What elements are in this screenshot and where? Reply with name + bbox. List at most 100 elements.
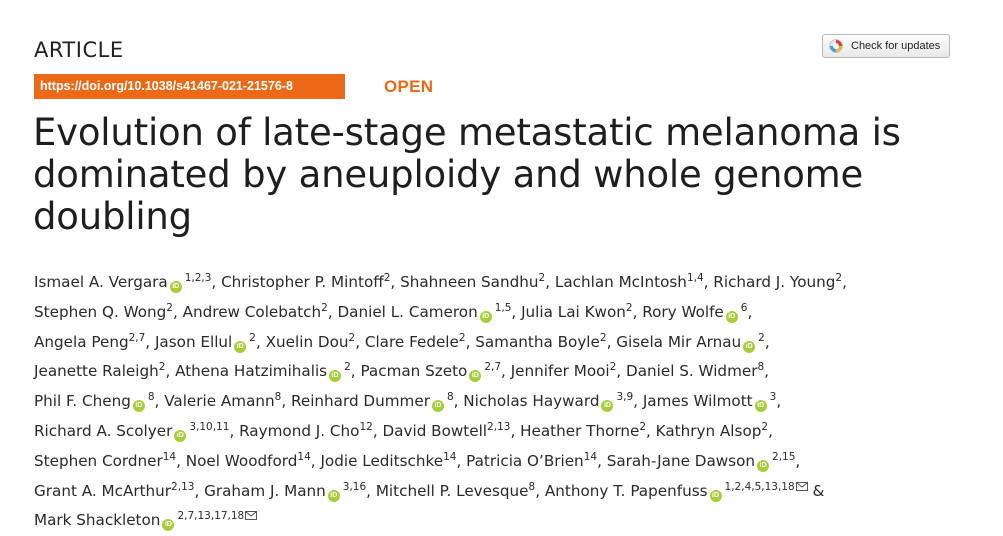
author-name[interactable]: Julia Lai Kwon <box>521 302 626 321</box>
author-name[interactable]: Stephen Cordner <box>34 451 163 470</box>
orcid-icon[interactable]: iD <box>174 429 187 442</box>
affiliation-numbers[interactable]: 2 <box>383 272 391 284</box>
author-name[interactable]: Sarah-Jane Dawson <box>606 451 756 470</box>
affiliation-numbers[interactable]: 3,9 <box>616 391 634 404</box>
author-name[interactable]: Jennifer Mooi <box>510 362 610 381</box>
envelope-icon[interactable] <box>795 481 808 491</box>
author-name[interactable]: Andrew Colebatch <box>182 302 322 321</box>
affiliation-numbers[interactable]: 8 <box>757 361 765 374</box>
affiliation-numbers[interactable]: 2 <box>321 301 328 314</box>
author-name[interactable]: Ismael A. Vergara <box>34 273 168 291</box>
doi-link[interactable]: https://doi.org/10.1038/s41467-021-21576… <box>34 74 345 99</box>
affiliation-numbers[interactable]: 1,2,4,5,13,18 <box>724 480 795 493</box>
affiliation-numbers[interactable]: 2 <box>538 272 546 284</box>
orcid-icon[interactable]: iD <box>329 370 342 383</box>
author-name[interactable]: David Bowtell <box>382 421 488 440</box>
author-name[interactable]: Pacman Szeto <box>360 362 468 381</box>
orcid-icon[interactable]: iD <box>709 489 722 502</box>
affiliation-numbers[interactable]: 3 <box>769 391 777 404</box>
author-name[interactable]: Gisela Mir Arnau <box>616 332 742 351</box>
author-name[interactable]: Mitchell P. Levesque <box>375 481 529 500</box>
author-name[interactable]: Stephen Q. Wong <box>34 302 167 321</box>
affiliation-numbers[interactable]: 2 <box>166 301 173 314</box>
orcid-icon[interactable]: iD <box>162 519 175 532</box>
affiliation-numbers[interactable]: 2 <box>458 331 466 344</box>
orcid-icon[interactable]: iD <box>479 310 492 323</box>
check-for-updates-button[interactable]: Check for updates <box>822 34 950 58</box>
affiliation-numbers[interactable]: 2 <box>758 331 765 344</box>
affiliation-numbers[interactable]: 8 <box>147 391 155 404</box>
orcid-icon[interactable]: iD <box>725 310 738 323</box>
author-name[interactable]: Grant A. McArthur <box>34 481 172 500</box>
affiliation-numbers[interactable]: 14 <box>297 450 311 463</box>
author-name[interactable]: Shahneen Sandhu <box>400 273 539 291</box>
orcid-icon[interactable]: iD <box>757 459 770 472</box>
affiliation-numbers[interactable]: 2 <box>835 272 843 284</box>
affiliation-numbers[interactable]: 2,7 <box>128 331 146 344</box>
affiliation-numbers[interactable]: 2,13 <box>171 480 195 493</box>
author-name[interactable]: Lachlan McIntosh <box>554 273 687 291</box>
orcid-icon[interactable]: iD <box>754 400 767 413</box>
affiliation-numbers[interactable]: 1,4 <box>686 272 704 284</box>
affiliation-numbers[interactable]: 3,16 <box>342 480 367 493</box>
orcid-icon[interactable]: iD <box>132 400 145 413</box>
affiliation-numbers[interactable]: 14 <box>443 450 457 463</box>
author-name[interactable]: Samantha Boyle <box>475 332 600 351</box>
author-name[interactable]: Valerie Amann <box>164 392 275 411</box>
envelope-icon[interactable] <box>245 511 258 521</box>
affiliation-numbers[interactable]: 3,10,11 <box>189 420 230 433</box>
affiliation-numbers[interactable]: 8 <box>446 391 454 404</box>
author-name[interactable]: Richard A. Scolyer <box>34 421 173 440</box>
affiliation-numbers[interactable]: 2 <box>344 361 351 374</box>
affiliation-numbers[interactable]: 2 <box>249 331 256 344</box>
author-name[interactable]: Clare Fedele <box>364 332 459 351</box>
affiliation-numbers[interactable]: 14 <box>583 450 598 463</box>
affiliation-numbers[interactable]: 2 <box>625 301 633 314</box>
affiliation-numbers[interactable]: 2 <box>639 420 646 433</box>
affiliation-numbers[interactable]: 2 <box>348 331 356 344</box>
author-name[interactable]: Daniel S. Widmer <box>626 362 758 381</box>
author-name[interactable]: James Wilmott <box>642 392 753 411</box>
affiliation-numbers[interactable]: 2 <box>599 331 607 344</box>
author-name[interactable]: Heather Thorne <box>520 421 640 440</box>
affiliation-numbers[interactable]: 2,7,13,17,18 <box>177 510 245 523</box>
author-name[interactable]: Jason Ellul <box>154 332 233 351</box>
affiliation-numbers[interactable]: 8 <box>274 391 282 404</box>
affiliation-numbers[interactable]: 1,2,3 <box>184 272 212 284</box>
orcid-icon[interactable]: iD <box>469 370 482 383</box>
affiliation-numbers[interactable]: 14 <box>162 450 177 463</box>
affiliation-numbers[interactable]: 2 <box>158 361 166 374</box>
orcid-icon[interactable]: iD <box>601 400 614 413</box>
affiliation-numbers[interactable]: 2 <box>609 361 617 374</box>
affiliation-numbers[interactable]: 6 <box>740 301 748 314</box>
author-name[interactable]: Daniel L. Cameron <box>337 302 478 321</box>
author-name[interactable]: Reinhard Dummer <box>291 392 430 411</box>
author-name[interactable]: Rory Wolfe <box>642 302 724 321</box>
author-name[interactable]: Anthony T. Papenfuss <box>544 481 708 500</box>
author-name[interactable]: Kathryn Alsop <box>655 421 762 440</box>
author-name[interactable]: Nicholas Hayward <box>463 392 600 411</box>
author-name[interactable]: Patricia O’Brien <box>466 451 584 470</box>
affiliation-numbers[interactable]: 8 <box>528 480 536 493</box>
orcid-icon[interactable]: iD <box>234 340 247 353</box>
affiliation-numbers[interactable]: 2 <box>761 420 769 433</box>
author-name[interactable]: Jodie Leditschke <box>320 451 444 470</box>
affiliation-numbers[interactable]: 2,15 <box>772 450 796 463</box>
orcid-icon[interactable]: iD <box>431 400 444 413</box>
affiliation-numbers[interactable]: 12 <box>359 420 373 433</box>
affiliation-numbers[interactable]: 1,5 <box>494 301 512 314</box>
author-name[interactable]: Jeanette Raleigh <box>34 362 159 381</box>
author-name[interactable]: Raymond J. Cho <box>239 421 360 440</box>
author-name[interactable]: Mark Shackleton <box>34 511 161 530</box>
author-name[interactable]: Xuelin Dou <box>265 332 349 351</box>
author-name[interactable]: Richard J. Young <box>713 273 836 291</box>
orcid-icon[interactable]: iD <box>743 340 756 353</box>
affiliation-numbers[interactable]: 2,13 <box>487 420 511 433</box>
author-name[interactable]: Graham J. Mann <box>204 481 326 500</box>
author-name[interactable]: Angela Peng <box>34 332 129 351</box>
orcid-icon[interactable]: iD <box>169 281 182 293</box>
affiliation-numbers[interactable]: 2,7 <box>484 361 502 374</box>
author-name[interactable]: Athena Hatzimihalis <box>175 362 328 381</box>
author-name[interactable]: Phil F. Cheng <box>34 392 131 411</box>
orcid-icon[interactable]: iD <box>327 489 340 502</box>
